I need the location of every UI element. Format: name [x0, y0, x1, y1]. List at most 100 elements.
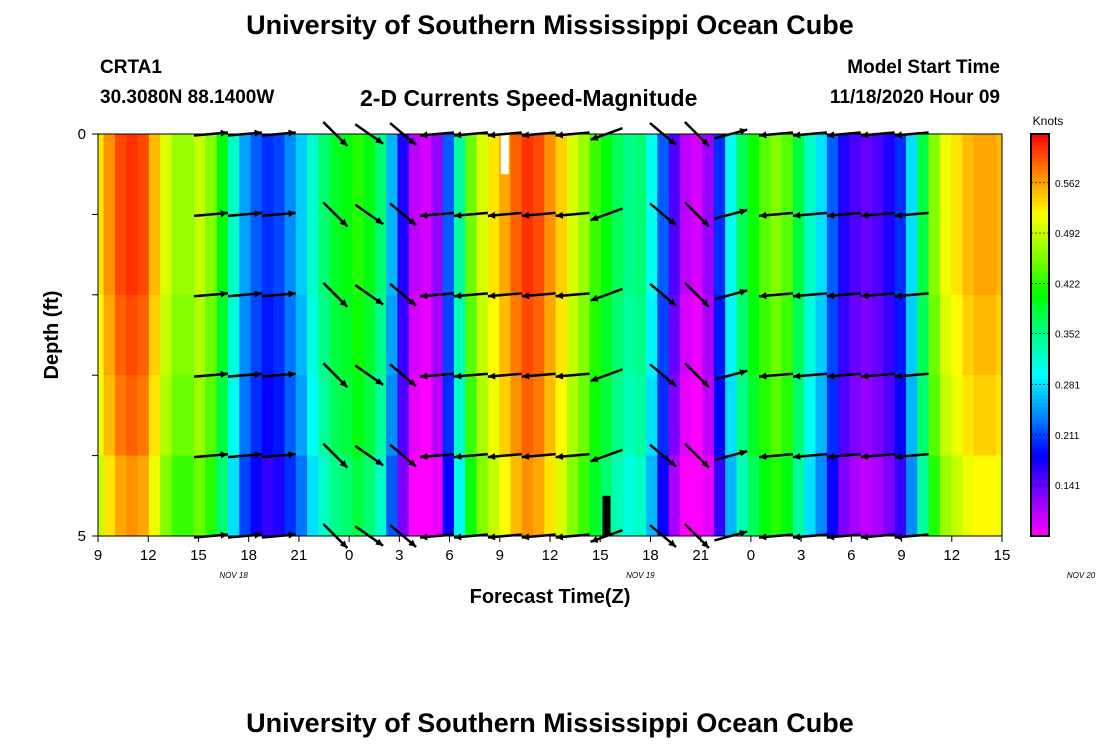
heatmap-cell [770, 134, 783, 215]
heatmap-cell [329, 455, 342, 537]
colorbar-tick-label: 0.352 [1055, 330, 1080, 341]
current-vector-head [860, 211, 869, 219]
heatmap-cell [544, 134, 557, 215]
current-vector-head [590, 536, 599, 543]
current-vector-head [826, 533, 835, 541]
heatmap-cell [386, 214, 398, 296]
current-vector-head [590, 214, 599, 222]
colorbar-segment [1031, 419, 1049, 425]
colorbar-segment [1031, 371, 1049, 376]
heatmap-cell [340, 455, 353, 537]
current-vector-head [288, 370, 296, 378]
heatmap-cell [227, 134, 240, 215]
current-vector-head [701, 540, 709, 549]
heatmap-cell [815, 455, 828, 537]
heatmap-cell [216, 214, 229, 296]
heatmap-cell [476, 375, 489, 457]
heatmap-cell [442, 134, 455, 215]
heatmap-cell [340, 294, 353, 376]
heatmap-cell [307, 455, 319, 537]
heatmap-cell [250, 375, 263, 457]
heatmap-cell [951, 214, 963, 296]
heatmap-cell [465, 375, 478, 457]
heatmap-cell [318, 294, 331, 376]
heatmap-cell [725, 375, 737, 457]
colorbar-segment [1031, 467, 1049, 473]
heatmap-cell [973, 455, 986, 537]
heatmap-cell [295, 455, 308, 537]
current-vector-head [826, 292, 835, 300]
heatmap-cell [883, 294, 896, 376]
current-vector-head [254, 129, 262, 137]
colorbar-segment [1031, 306, 1049, 312]
heatmap-cell [939, 455, 952, 537]
heatmap-cell [533, 375, 545, 457]
heatmap-cell [510, 134, 523, 215]
heatmap-cell [160, 294, 172, 376]
current-vector-head [220, 531, 228, 539]
x-tick-label: 3 [395, 547, 403, 564]
heatmap-cell [623, 134, 636, 215]
heatmap-cell [103, 134, 116, 215]
colorbar-segment [1031, 383, 1049, 388]
current-vector-head [792, 131, 801, 139]
current-vector-head [254, 370, 262, 378]
heatmap-cell [555, 375, 568, 457]
heatmap-cell [792, 214, 805, 296]
colorbar-segment [1031, 531, 1049, 537]
heatmap-cell [329, 375, 342, 457]
heatmap-cell [182, 214, 195, 296]
heatmap-cell [374, 375, 387, 457]
current-vector-head [555, 533, 564, 541]
heatmap-cell [849, 214, 862, 296]
current-vector-head [792, 211, 801, 219]
current-vector-head [254, 451, 262, 459]
colorbar-segment [1031, 487, 1049, 493]
heatmap-cell [894, 294, 907, 376]
heatmap-cell [510, 375, 523, 457]
heatmap-cell [182, 375, 195, 457]
current-vector-head [590, 134, 599, 141]
current-vector-head [555, 211, 564, 219]
heatmap-cell [736, 375, 749, 457]
current-vector-head [555, 292, 564, 300]
current-vector-head [668, 459, 677, 467]
heatmap-cell [725, 214, 737, 296]
heatmap-cell [533, 455, 545, 537]
heatmap-cell [374, 214, 387, 296]
heatmap-cell [589, 375, 602, 457]
heatmap-cell [894, 214, 907, 296]
heatmap-cell [205, 214, 218, 296]
heatmap-cell [98, 455, 105, 537]
heatmap-cell [499, 134, 511, 215]
current-vector-head [521, 131, 530, 139]
colorbar-segment [1031, 407, 1049, 412]
heatmap-cell [363, 375, 376, 457]
heatmap-cell [510, 294, 523, 376]
heatmap-cell [352, 134, 365, 215]
heatmap-cell [103, 294, 116, 376]
heatmap-cell [713, 134, 726, 215]
heatmap-cell [98, 214, 105, 296]
heatmap-cell [521, 134, 534, 215]
heatmap-cell [442, 214, 455, 296]
current-vector-head [555, 452, 564, 460]
heatmap-cell [171, 375, 184, 457]
heatmap-cell [860, 294, 873, 376]
x-tick-label: 12 [943, 547, 960, 564]
heatmap-cell [98, 134, 105, 215]
colorbar-segment [1031, 471, 1049, 477]
heatmap-cell [521, 294, 534, 376]
current-vector-head [668, 137, 677, 145]
heatmap-cell [103, 375, 116, 457]
heatmap-cell [374, 134, 387, 215]
heatmap-cell [442, 294, 455, 376]
heatmap-cell [227, 455, 240, 537]
heatmap-cell [284, 214, 297, 296]
heatmap-cell [295, 214, 308, 296]
heatmap-cell [804, 134, 817, 215]
heatmap-cell [318, 455, 331, 537]
heatmap-cell [747, 214, 760, 296]
heatmap-cell [98, 375, 105, 457]
heatmap-cell [646, 375, 658, 457]
